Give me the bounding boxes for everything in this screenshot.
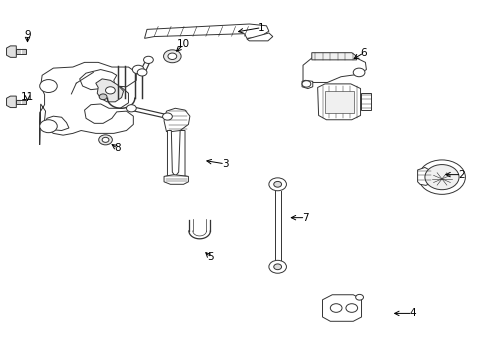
Polygon shape bbox=[40, 62, 136, 145]
Circle shape bbox=[132, 65, 144, 74]
Polygon shape bbox=[6, 96, 16, 108]
Polygon shape bbox=[144, 24, 268, 39]
Circle shape bbox=[40, 120, 57, 133]
Polygon shape bbox=[16, 49, 26, 54]
Circle shape bbox=[330, 304, 341, 312]
Circle shape bbox=[126, 105, 136, 112]
Text: 3: 3 bbox=[221, 159, 228, 169]
Polygon shape bbox=[325, 91, 353, 113]
Text: 8: 8 bbox=[114, 143, 121, 153]
Polygon shape bbox=[163, 175, 188, 184]
Circle shape bbox=[273, 264, 281, 270]
Circle shape bbox=[352, 68, 364, 77]
Circle shape bbox=[418, 160, 465, 194]
Circle shape bbox=[345, 304, 357, 312]
Circle shape bbox=[99, 94, 107, 100]
Circle shape bbox=[355, 294, 363, 300]
Polygon shape bbox=[303, 58, 366, 82]
Circle shape bbox=[268, 178, 286, 191]
Polygon shape bbox=[16, 100, 26, 104]
Text: 7: 7 bbox=[302, 213, 308, 222]
Circle shape bbox=[273, 181, 281, 187]
Circle shape bbox=[143, 56, 153, 63]
Circle shape bbox=[102, 137, 109, 142]
Polygon shape bbox=[317, 84, 360, 120]
Polygon shape bbox=[322, 295, 361, 321]
Circle shape bbox=[163, 50, 181, 63]
Circle shape bbox=[99, 135, 112, 145]
Text: 10: 10 bbox=[177, 40, 190, 49]
Polygon shape bbox=[360, 93, 370, 110]
Polygon shape bbox=[163, 108, 189, 132]
Polygon shape bbox=[302, 80, 312, 89]
Circle shape bbox=[268, 260, 286, 273]
Circle shape bbox=[137, 69, 147, 76]
Text: 6: 6 bbox=[360, 48, 366, 58]
Polygon shape bbox=[417, 167, 430, 185]
Circle shape bbox=[424, 165, 458, 190]
Polygon shape bbox=[6, 46, 16, 57]
Polygon shape bbox=[311, 53, 356, 60]
Circle shape bbox=[40, 80, 57, 93]
Text: 2: 2 bbox=[457, 170, 464, 180]
Circle shape bbox=[302, 81, 310, 87]
Text: 4: 4 bbox=[408, 309, 415, 318]
Polygon shape bbox=[246, 33, 272, 41]
Text: 9: 9 bbox=[24, 30, 31, 40]
Polygon shape bbox=[167, 131, 184, 182]
Circle shape bbox=[105, 87, 115, 94]
Circle shape bbox=[167, 53, 176, 59]
Circle shape bbox=[162, 113, 172, 120]
Polygon shape bbox=[96, 79, 123, 102]
Text: 1: 1 bbox=[258, 23, 264, 33]
Text: 5: 5 bbox=[206, 252, 213, 262]
Text: 11: 11 bbox=[21, 92, 34, 102]
